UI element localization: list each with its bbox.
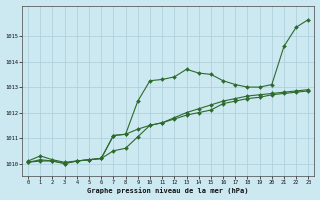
X-axis label: Graphe pression niveau de la mer (hPa): Graphe pression niveau de la mer (hPa) [87, 188, 249, 194]
